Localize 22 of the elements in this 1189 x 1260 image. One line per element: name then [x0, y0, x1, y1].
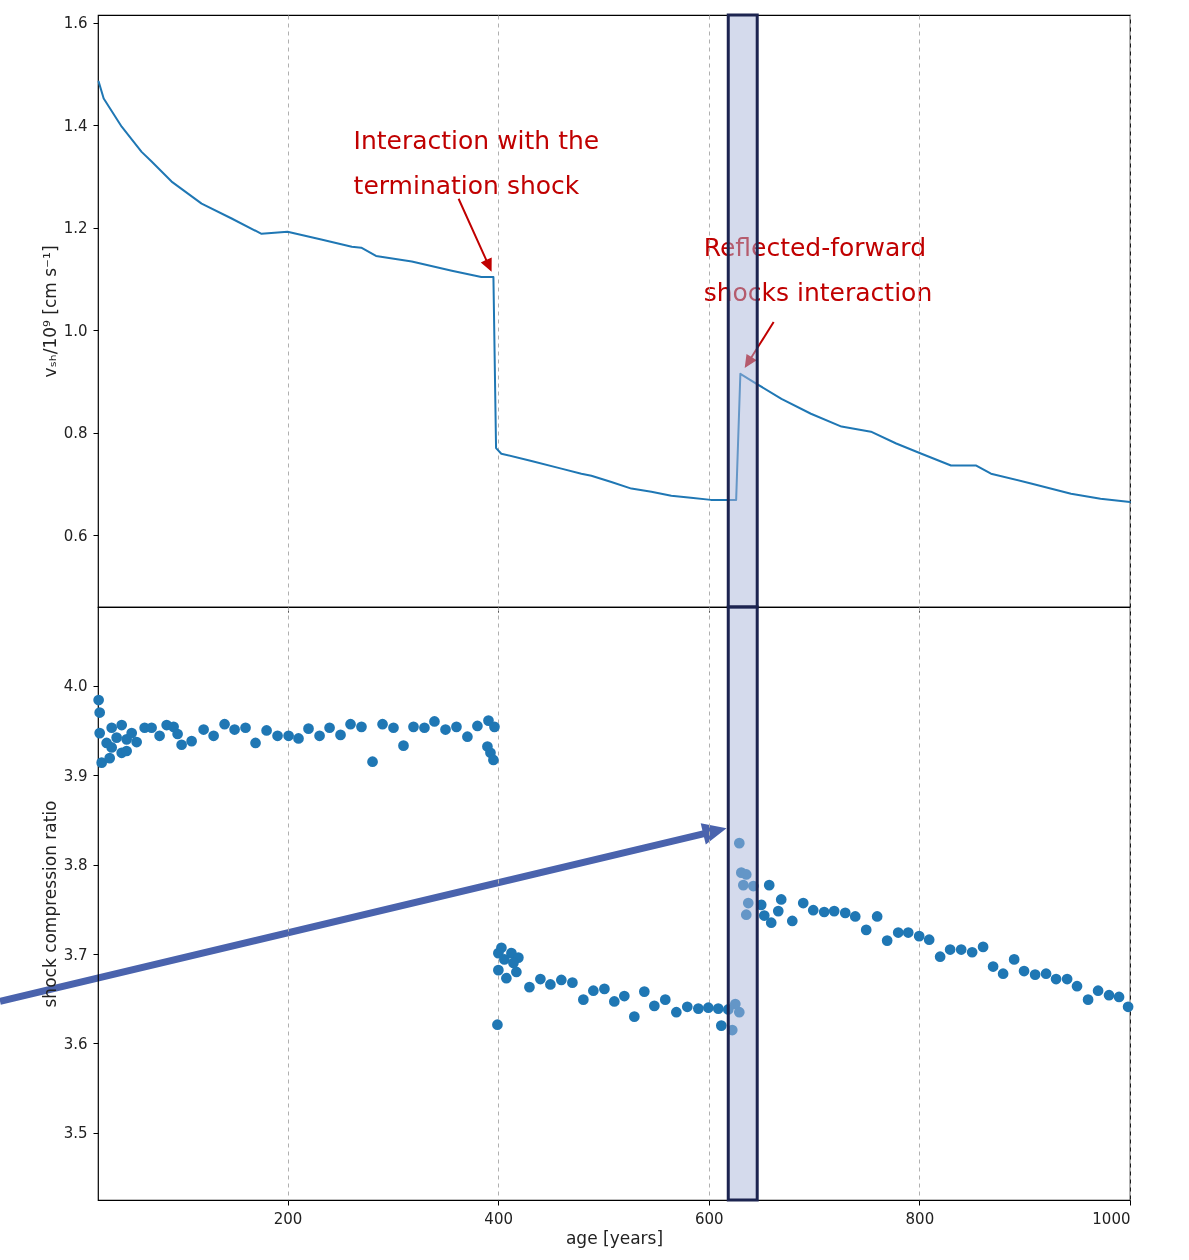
y-axis-title: shock compression ratio [39, 800, 60, 1008]
y-axis-title: vₛₕ/10⁹ [cm s⁻¹] [39, 245, 60, 378]
y-tick-label: 1.6 [63, 14, 88, 33]
x-tick-label: 400 [484, 1209, 513, 1228]
x-tick-label: 600 [694, 1209, 724, 1228]
line-series [97, 80, 1131, 503]
x-tick-label: 800 [905, 1209, 935, 1228]
y-tick-label: 1.2 [63, 219, 88, 238]
y-tick-label: 3.6 [63, 1034, 88, 1053]
y-tick-label: 1.0 [63, 321, 88, 340]
y-tick-label: 4.0 [63, 677, 88, 696]
y-tick-label: 0.6 [63, 526, 88, 545]
x-tick-label: 1000 [1092, 1209, 1131, 1228]
annotation: Interaction with the termination shock [353, 124, 601, 202]
y-tick-label: 3.9 [63, 766, 88, 785]
x-axis-title: age [years] [565, 1227, 664, 1248]
y-tick-label: 0.8 [63, 424, 88, 443]
y-tick-label: 3.5 [63, 1124, 88, 1143]
y-tick-label: 3.8 [63, 856, 88, 875]
x-tick-label: 200 [273, 1209, 303, 1228]
y-tick-label: 1.4 [63, 116, 88, 135]
y-tick-label: 3.7 [63, 945, 88, 964]
